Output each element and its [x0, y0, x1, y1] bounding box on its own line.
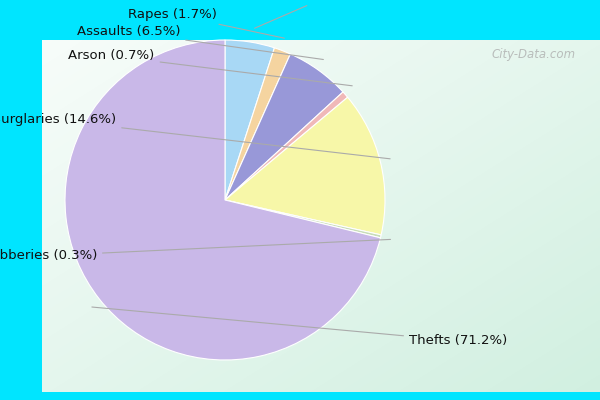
Wedge shape [225, 48, 290, 200]
Text: Burglaries (14.6%): Burglaries (14.6%) [0, 114, 390, 159]
Wedge shape [225, 200, 381, 238]
Text: Robberies (0.3%): Robberies (0.3%) [0, 240, 391, 262]
Text: Assaults (6.5%): Assaults (6.5%) [77, 26, 323, 60]
Wedge shape [225, 40, 274, 200]
Wedge shape [225, 54, 343, 200]
Text: Arson (0.7%): Arson (0.7%) [68, 50, 352, 86]
Wedge shape [225, 92, 347, 200]
Text: Rapes (1.7%): Rapes (1.7%) [128, 8, 284, 38]
Wedge shape [65, 40, 380, 360]
Text: Thefts (71.2%): Thefts (71.2%) [92, 307, 507, 347]
Text: Auto thefts (5.0%): Auto thefts (5.0%) [254, 0, 392, 28]
Wedge shape [225, 97, 385, 235]
Text: City-Data.com: City-Data.com [492, 48, 576, 61]
